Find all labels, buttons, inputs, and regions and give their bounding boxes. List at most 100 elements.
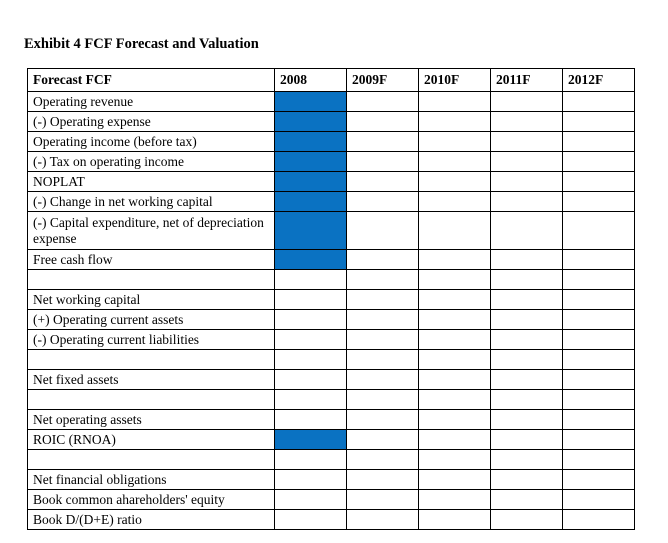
value-cell-2009f — [346, 389, 419, 410]
value-cell-2009f — [346, 409, 419, 430]
row-label-blank — [27, 349, 275, 370]
value-cell-2008 — [274, 389, 347, 410]
row-label-tax-on-operating-income: (-) Tax on operating income — [27, 151, 275, 172]
row-label-operating-income-before-tax: Operating income (before tax) — [27, 131, 275, 152]
value-cell-2011f — [490, 469, 563, 490]
table-row: Book common ahareholders' equity — [27, 489, 635, 510]
table-row: Net operating assets — [27, 409, 635, 430]
row-label-blank — [27, 389, 275, 410]
table-row: (-) Operating current liabilities — [27, 329, 635, 350]
value-cell-2010f — [418, 131, 491, 152]
column-header-2008: 2008 — [274, 68, 347, 92]
header-row: Forecast FCF 2008 2009F 2010F 2011F 2012F — [27, 68, 635, 92]
row-label-blank — [27, 449, 275, 470]
value-cell-2011f — [490, 211, 563, 250]
value-cell-2011f — [490, 91, 563, 112]
value-cell-2008 — [274, 309, 347, 330]
value-cell-2011f — [490, 369, 563, 390]
value-cell-2009f — [346, 91, 419, 112]
value-cell-2011f — [490, 389, 563, 410]
value-cell-2009f — [346, 211, 419, 250]
value-cell-2008 — [274, 429, 347, 450]
value-cell-2010f — [418, 429, 491, 450]
value-cell-2012f — [562, 429, 635, 450]
value-cell-2009f — [346, 131, 419, 152]
value-cell-2012f — [562, 449, 635, 470]
value-cell-2008 — [274, 171, 347, 192]
column-header-2012f: 2012F — [562, 68, 635, 92]
row-label-blank — [27, 269, 275, 290]
table-row: Operating revenue — [27, 91, 635, 112]
table-body: Operating revenue (-) Operating expense Op… — [27, 91, 635, 530]
value-cell-2009f — [346, 349, 419, 370]
table-row: Net financial obligations — [27, 469, 635, 490]
spacer-row — [27, 449, 635, 470]
value-cell-2010f — [418, 151, 491, 172]
value-cell-2010f — [418, 269, 491, 290]
value-cell-2010f — [418, 191, 491, 212]
value-cell-2010f — [418, 329, 491, 350]
value-cell-2008 — [274, 269, 347, 290]
table-row: Net working capital — [27, 289, 635, 310]
value-cell-2011f — [490, 131, 563, 152]
row-label-book-common-ahareholders-equity: Book common ahareholders' equity — [27, 489, 275, 510]
value-cell-2011f — [490, 171, 563, 192]
value-cell-2012f — [562, 289, 635, 310]
value-cell-2012f — [562, 131, 635, 152]
value-cell-2012f — [562, 211, 635, 250]
row-label-change-in-net-working-capital: (-) Change in net working capital — [27, 191, 275, 212]
value-cell-2009f — [346, 191, 419, 212]
value-cell-2009f — [346, 309, 419, 330]
value-cell-2008 — [274, 509, 347, 530]
value-cell-2008 — [274, 489, 347, 510]
value-cell-2010f — [418, 369, 491, 390]
value-cell-2011f — [490, 249, 563, 270]
value-cell-2008 — [274, 329, 347, 350]
value-cell-2008 — [274, 409, 347, 430]
value-cell-2010f — [418, 211, 491, 250]
value-cell-2012f — [562, 151, 635, 172]
value-cell-2012f — [562, 111, 635, 132]
table-row: Book D/(D+E) ratio — [27, 509, 635, 530]
value-cell-2011f — [490, 151, 563, 172]
row-label-operating-revenue: Operating revenue — [27, 91, 275, 112]
value-cell-2012f — [562, 191, 635, 212]
value-cell-2008 — [274, 289, 347, 310]
value-cell-2012f — [562, 509, 635, 530]
value-cell-2012f — [562, 469, 635, 490]
fcf-forecast-table: Forecast FCF 2008 2009F 2010F 2011F 2012F Ope… — [27, 68, 635, 530]
value-cell-2012f — [562, 269, 635, 290]
value-cell-2009f — [346, 249, 419, 270]
value-cell-2008 — [274, 191, 347, 212]
value-cell-2012f — [562, 349, 635, 370]
value-cell-2010f — [418, 91, 491, 112]
value-cell-2010f — [418, 249, 491, 270]
value-cell-2011f — [490, 449, 563, 470]
value-cell-2009f — [346, 151, 419, 172]
value-cell-2010f — [418, 349, 491, 370]
value-cell-2009f — [346, 469, 419, 490]
value-cell-2012f — [562, 389, 635, 410]
value-cell-2012f — [562, 171, 635, 192]
value-cell-2010f — [418, 389, 491, 410]
value-cell-2011f — [490, 269, 563, 290]
value-cell-2009f — [346, 269, 419, 290]
row-label-net-fixed-assets: Net fixed assets — [27, 369, 275, 390]
value-cell-2008 — [274, 111, 347, 132]
value-cell-2008 — [274, 211, 347, 250]
row-label-net-financial-obligations: Net financial obligations — [27, 469, 275, 490]
spacer-row — [27, 349, 635, 370]
value-cell-2008 — [274, 369, 347, 390]
value-cell-2012f — [562, 369, 635, 390]
row-label-free-cash-flow: Free cash flow — [27, 249, 275, 270]
column-header-2009f: 2009F — [346, 68, 419, 92]
value-cell-2012f — [562, 489, 635, 510]
value-cell-2011f — [490, 409, 563, 430]
value-cell-2012f — [562, 329, 635, 350]
table-row: ROIC (RNOA) — [27, 429, 635, 450]
table-row: Operating income (before tax) — [27, 131, 635, 152]
value-cell-2010f — [418, 309, 491, 330]
value-cell-2011f — [490, 489, 563, 510]
value-cell-2009f — [346, 449, 419, 470]
